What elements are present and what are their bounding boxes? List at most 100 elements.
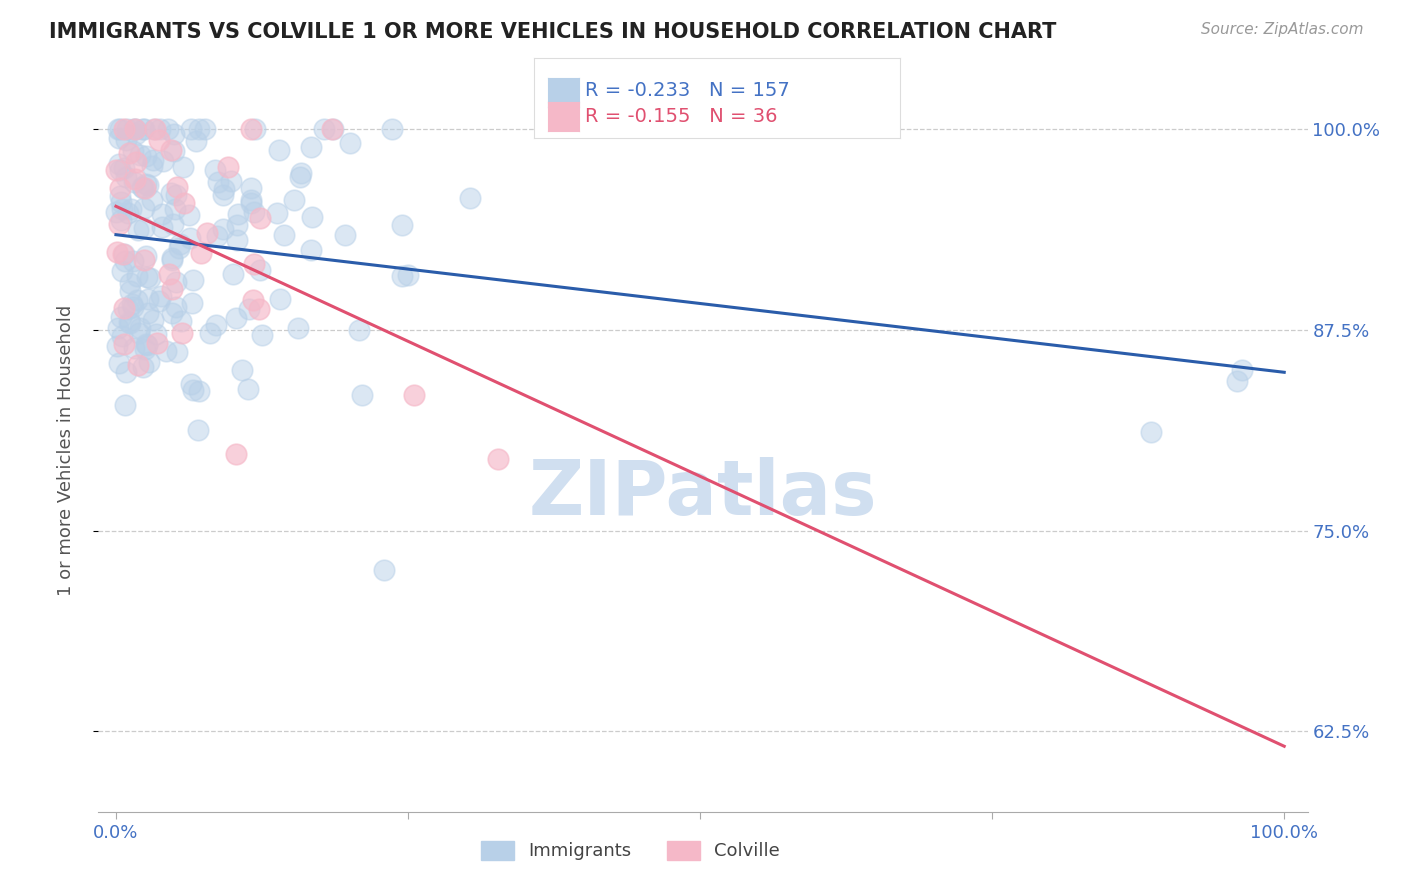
Point (181, 273, 204, 287)
Point (121, 297, 143, 311)
Point (134, 343, 156, 357)
Point (179, 208, 201, 222)
Point (212, 188, 235, 202)
Point (110, 212, 132, 227)
Point (225, 446, 247, 460)
Point (111, 246, 134, 260)
Point (127, 358, 149, 372)
Point (179, 230, 201, 244)
Point (134, 201, 156, 215)
Point (107, 321, 129, 335)
Point (127, 268, 149, 283)
Point (112, 122, 135, 136)
Legend: Immigrants, Colville: Immigrants, Colville (474, 834, 787, 868)
Text: Source: ZipAtlas.com: Source: ZipAtlas.com (1201, 22, 1364, 37)
Point (249, 211, 271, 226)
Point (108, 356, 131, 370)
Point (122, 175, 145, 189)
Point (117, 205, 139, 219)
Point (180, 122, 202, 136)
Point (135, 178, 157, 192)
Point (120, 285, 142, 299)
Text: ZIPatlas: ZIPatlas (529, 457, 877, 531)
Point (122, 341, 145, 355)
Point (299, 243, 322, 257)
Point (110, 310, 132, 324)
Point (226, 219, 249, 233)
Point (183, 383, 205, 397)
Point (217, 160, 239, 174)
Point (287, 321, 309, 335)
Point (335, 227, 357, 242)
Point (150, 220, 173, 235)
Point (136, 338, 159, 352)
Point (115, 170, 138, 185)
Point (142, 153, 165, 168)
Point (238, 382, 260, 396)
Point (314, 122, 336, 136)
Point (115, 365, 138, 379)
Point (163, 144, 186, 158)
Point (127, 223, 149, 237)
Point (243, 204, 266, 219)
Point (243, 257, 266, 271)
Point (160, 252, 183, 267)
Point (486, 451, 509, 466)
Point (112, 337, 135, 351)
Point (195, 226, 218, 240)
Point (322, 122, 344, 136)
Point (131, 179, 153, 194)
Point (205, 229, 228, 244)
Point (169, 241, 191, 255)
Point (273, 227, 295, 242)
Point (128, 320, 150, 334)
Point (173, 196, 195, 211)
Point (181, 295, 204, 310)
Point (135, 337, 157, 351)
Point (127, 293, 149, 307)
Point (124, 122, 146, 136)
Point (165, 301, 187, 315)
Point (352, 387, 374, 401)
Point (166, 179, 188, 194)
Point (135, 269, 157, 284)
Point (157, 122, 180, 136)
Point (132, 122, 155, 136)
Point (200, 326, 222, 340)
Point (141, 193, 163, 207)
Point (347, 323, 370, 337)
Point (111, 202, 134, 216)
Point (149, 122, 172, 136)
Point (115, 122, 138, 136)
Point (283, 193, 305, 207)
Point (165, 276, 187, 290)
Point (110, 122, 132, 136)
Point (242, 293, 264, 308)
Point (111, 264, 134, 278)
Point (288, 169, 311, 184)
Point (132, 122, 155, 136)
Point (299, 140, 322, 154)
Point (107, 131, 129, 145)
Point (135, 249, 157, 263)
Point (219, 174, 242, 188)
Point (108, 189, 131, 203)
Point (391, 268, 413, 283)
Point (245, 122, 267, 136)
Point (118, 316, 141, 330)
Point (157, 267, 180, 281)
Point (145, 327, 167, 342)
Point (141, 160, 163, 174)
Point (222, 268, 245, 282)
Point (105, 339, 128, 353)
Point (122, 122, 145, 136)
Point (226, 207, 249, 221)
Point (138, 271, 160, 285)
Point (187, 423, 209, 437)
Point (121, 144, 143, 158)
Point (136, 306, 159, 320)
Point (266, 206, 288, 220)
Point (170, 326, 193, 340)
Point (105, 162, 128, 177)
Point (152, 154, 174, 169)
